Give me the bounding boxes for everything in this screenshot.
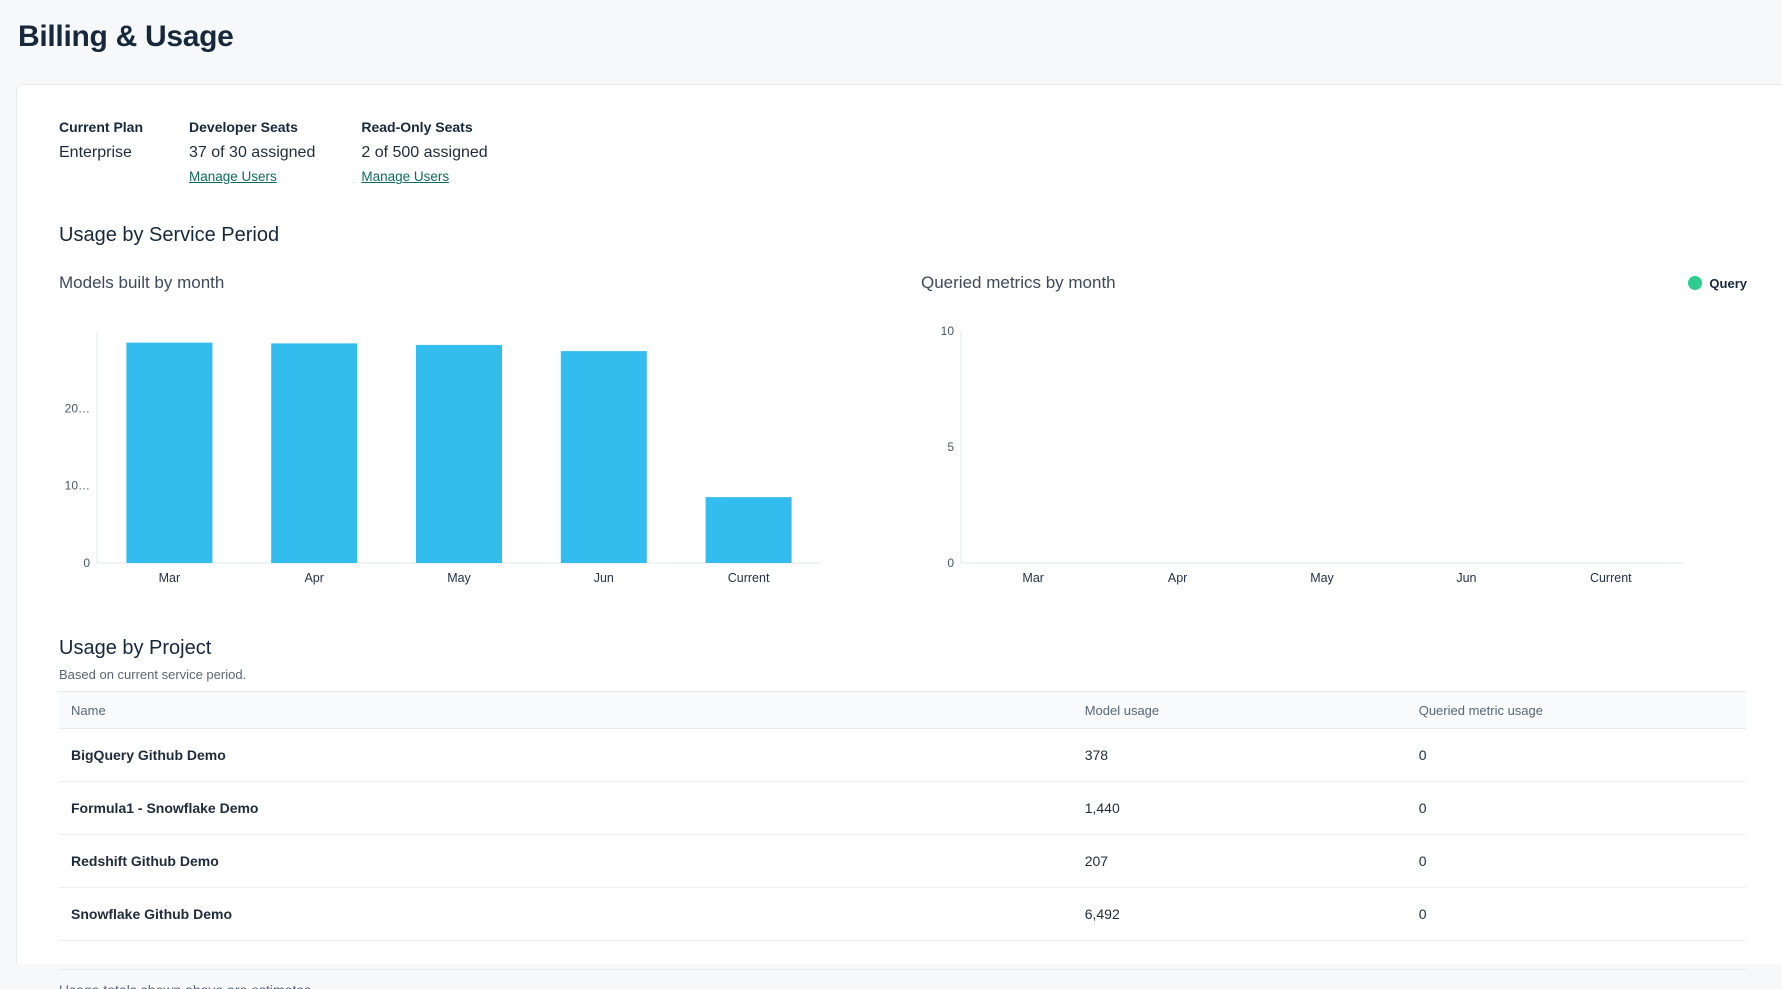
bar-mar (126, 342, 213, 563)
queried-metric-usage-value: 0 (1418, 834, 1746, 888)
project-name: Formula1 - Snowflake Demo (59, 781, 1085, 835)
y-tick-label: 10… (65, 479, 90, 493)
x-label-mar: Mar (159, 571, 181, 585)
column-header-name: Name (59, 691, 1085, 729)
y-tick-label: 20… (65, 401, 90, 415)
x-label-may: May (1310, 571, 1334, 585)
x-label-apr: Apr (304, 571, 323, 585)
table-spacer-row (59, 940, 1746, 970)
legend-dot-icon (1688, 276, 1703, 290)
queried-metrics-bar-chart: 0 5 10 Mar Apr May Jun Current (941, 324, 1683, 585)
usage-by-project-section: Usage by Project Based on current servic… (59, 637, 1746, 989)
y-tick-label: 0 (947, 556, 954, 570)
bar-may (416, 344, 502, 563)
read-only-seats-value: 2 of 500 assigned (361, 144, 488, 161)
x-label-apr: Apr (1168, 571, 1187, 585)
query-legend: Query (1688, 276, 1747, 291)
current-plan-column: Current Plan Enterprise (59, 119, 143, 186)
y-tick-label: 5 (947, 440, 954, 454)
x-label-mar: Mar (1022, 571, 1044, 585)
project-name: Snowflake Github Demo (59, 887, 1085, 941)
legend-query-label: Query (1709, 275, 1747, 291)
usage-table: Name Model usage Queried metric usage Bi… (59, 691, 1746, 970)
queried-metrics-chart-title: Queried metrics by month (921, 273, 1116, 292)
usage-footnote: Usage totals shown above are estimates (59, 982, 1746, 989)
project-name: BigQuery Github Demo (59, 728, 1085, 782)
model-usage-value: 378 (1084, 728, 1419, 782)
y-tick-label: 0 (83, 556, 90, 570)
read-only-seats-label: Read-Only Seats (361, 119, 473, 135)
x-label-current: Current (1590, 571, 1632, 585)
queried-metrics-chart-block: Queried metrics by month Query 0 5 10 Mar Ap… (921, 273, 1747, 591)
developer-seats-column: Developer Seats 37 of 30 assigned Manage… (189, 119, 315, 186)
usage-by-project-subheading: Based on current service period. (59, 667, 247, 682)
developer-seats-value: 37 of 30 assigned (189, 144, 316, 161)
read-only-seats-column: Read-Only Seats 2 of 500 assigned Manage… (361, 119, 487, 186)
column-header-model-usage: Model usage (1084, 691, 1419, 729)
table-row: Snowflake Github Demo 6,492 0 (59, 887, 1746, 941)
x-label-current: Current (728, 571, 770, 585)
table-row: BigQuery Github Demo 378 0 (59, 728, 1746, 782)
developer-seats-label: Developer Seats (189, 119, 298, 135)
column-header-queried-metric-usage: Queried metric usage (1418, 691, 1746, 729)
y-tick-label: 10 (941, 324, 955, 338)
bar-apr (271, 343, 358, 563)
current-plan-label: Current Plan (59, 119, 144, 135)
models-built-chart-block: Models built by month 0 10… 20… Mar Apr May Ju… (59, 273, 859, 591)
x-label-may: May (447, 571, 471, 585)
usage-table-header-row: Name Model usage Queried metric usage (59, 691, 1746, 729)
bar-jun (560, 351, 647, 563)
table-row: Redshift Github Demo 207 0 (59, 834, 1746, 888)
usage-by-project-heading: Usage by Project (59, 637, 212, 659)
manage-users-link-developer[interactable]: Manage Users (189, 169, 277, 184)
model-usage-value: 207 (1084, 834, 1419, 888)
models-built-bar-chart: 0 10… 20… Mar Apr May Jun Current (65, 331, 821, 585)
charts-row: Models built by month 0 10… 20… Mar Apr May Ju… (59, 273, 1747, 591)
queried-metric-usage-value: 0 (1418, 887, 1746, 941)
table-row: Formula1 - Snowflake Demo 1,440 0 (59, 781, 1746, 835)
queried-metric-usage-value: 0 (1418, 728, 1746, 782)
model-usage-value: 1,440 (1084, 781, 1419, 835)
billing-card: Current Plan Enterprise Developer Seats … (16, 84, 1782, 989)
models-built-chart-title: Models built by month (59, 273, 225, 292)
queried-metric-usage-value: 0 (1418, 781, 1746, 835)
current-plan-value: Enterprise (59, 144, 132, 161)
model-usage-value: 6,492 (1084, 887, 1419, 941)
usage-by-service-period-heading: Usage by Service Period (59, 224, 280, 246)
page-title: Billing & Usage (18, 20, 234, 53)
plan-summary: Current Plan Enterprise Developer Seats … (59, 119, 1746, 186)
manage-users-link-read-only[interactable]: Manage Users (361, 169, 450, 184)
x-label-jun: Jun (594, 571, 614, 585)
x-label-jun: Jun (1456, 571, 1476, 585)
bar-current (705, 497, 792, 563)
project-name: Redshift Github Demo (59, 834, 1085, 888)
queried-metrics-chart-header: Queried metrics by month Query (921, 273, 1747, 293)
